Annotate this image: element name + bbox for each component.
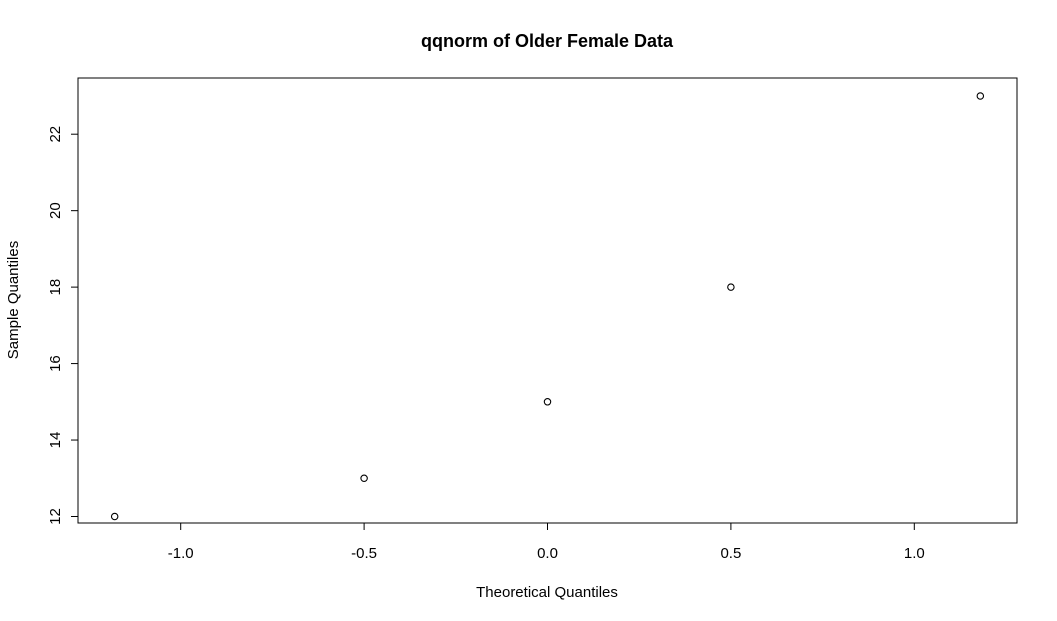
y-axis-label: Sample Quantiles bbox=[5, 241, 22, 359]
data-point bbox=[110, 512, 119, 521]
y-tick-label: 18 bbox=[47, 279, 64, 296]
x-tick-label: 1.0 bbox=[904, 545, 925, 562]
x-tick-label: -0.5 bbox=[351, 545, 377, 562]
chart-title: qqnorm of Older Female Data bbox=[421, 31, 674, 51]
y-tick-label: 20 bbox=[47, 202, 64, 219]
x-tick-label: -1.0 bbox=[168, 545, 194, 562]
y-tick-label: 12 bbox=[47, 508, 64, 525]
data-points bbox=[110, 92, 985, 521]
y-axis: 12 14 16 18 20 22 bbox=[47, 126, 78, 525]
y-tick-label: 22 bbox=[47, 126, 64, 143]
x-tick-label: 0.5 bbox=[720, 545, 741, 562]
x-axis: -1.0 -0.5 0.0 0.5 1.0 bbox=[168, 523, 925, 562]
data-point bbox=[727, 283, 735, 291]
plot-frame bbox=[77, 77, 1018, 524]
y-tick-label: 16 bbox=[47, 355, 64, 372]
x-tick-label: 0.0 bbox=[537, 545, 558, 562]
y-tick-label: 14 bbox=[47, 432, 64, 449]
data-point bbox=[976, 92, 985, 100]
data-point bbox=[543, 398, 552, 406]
x-axis-label: Theoretical Quantiles bbox=[476, 584, 618, 601]
data-point bbox=[360, 474, 368, 483]
